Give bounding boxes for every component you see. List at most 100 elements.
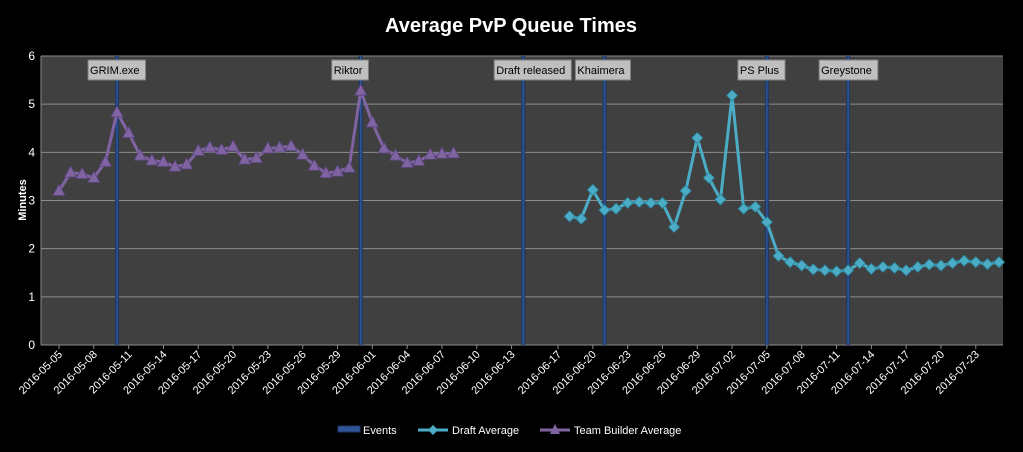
- data-point-diamond: [934, 259, 948, 272]
- data-point-diamond: [981, 258, 994, 271]
- data-point-triangle: [191, 143, 205, 156]
- series-group: [52, 83, 1006, 278]
- event-label: Draft released: [493, 59, 572, 81]
- event-label-text: Riktor: [334, 65, 363, 77]
- data-point-diamond: [958, 254, 971, 267]
- event-label-text: PS Plus: [740, 65, 780, 77]
- data-point-diamond: [598, 204, 611, 217]
- y-tick-label: 1: [28, 290, 35, 304]
- y-axis-ticks: 0 1 2 3 4 5 6: [28, 49, 35, 352]
- data-point-diamond: [888, 261, 901, 274]
- legend-item-team-builder-average: Team Builder Average: [540, 424, 681, 437]
- data-point-diamond: [575, 212, 588, 225]
- legend: Events Draft Average Team Builder Average: [337, 424, 681, 437]
- legend-label: Team Builder Average: [574, 425, 681, 437]
- data-point-triangle: [307, 158, 321, 171]
- data-point-triangle: [63, 165, 78, 178]
- data-point-triangle: [377, 141, 391, 154]
- data-point-diamond: [702, 171, 715, 184]
- data-point-diamond: [714, 193, 727, 206]
- y-tick-label: 5: [28, 97, 35, 111]
- data-point-triangle: [203, 140, 217, 153]
- data-point-triangle: [133, 148, 147, 161]
- data-point-diamond: [679, 184, 692, 197]
- data-point-triangle: [52, 183, 66, 196]
- event-label: GRIM.exe: [87, 59, 147, 81]
- legend-label: Events: [363, 425, 397, 437]
- data-point-triangle: [400, 155, 414, 168]
- data-point-triangle: [168, 159, 182, 172]
- data-point-triangle: [249, 150, 263, 164]
- chart-title: Average PvP Queue Times: [385, 15, 637, 37]
- data-point-diamond: [818, 264, 831, 277]
- data-point-diamond: [621, 196, 634, 209]
- data-point-diamond: [633, 195, 646, 209]
- event-label-box: [331, 59, 369, 81]
- data-point-diamond: [853, 257, 866, 270]
- data-point-triangle: [423, 147, 438, 160]
- y-tick-label: 0: [28, 338, 35, 352]
- data-point-triangle: [446, 145, 461, 159]
- event-label-box: [737, 59, 786, 81]
- data-point-triangle: [98, 154, 113, 167]
- legend-label: Draft Average: [452, 425, 519, 437]
- data-point-diamond: [760, 216, 773, 229]
- data-point-triangle: [272, 140, 287, 153]
- data-point-diamond: [969, 256, 982, 269]
- data-point-triangle: [319, 165, 333, 178]
- event-label-box: [574, 59, 632, 81]
- event-lines: GRIM.exe Riktor Draft released Khaimera PS P…: [87, 56, 879, 345]
- data-point-triangle: [330, 164, 345, 177]
- legend-swatch-diamond: [428, 425, 438, 435]
- data-point-triangle: [388, 148, 403, 161]
- data-point-triangle: [156, 154, 171, 167]
- data-point-triangle: [87, 170, 101, 183]
- event-label-box: [818, 59, 879, 81]
- data-point-diamond: [865, 262, 878, 275]
- data-point-triangle: [412, 153, 426, 166]
- data-point-triangle: [435, 146, 449, 159]
- event-label-text: GRIM.exe: [90, 65, 140, 77]
- data-point-diamond: [946, 257, 959, 270]
- event-label-box: [493, 59, 572, 81]
- data-point-diamond: [807, 263, 820, 276]
- data-point-triangle: [214, 142, 229, 155]
- data-point-triangle: [365, 115, 380, 128]
- event-label: Riktor: [331, 59, 369, 81]
- data-point-diamond: [644, 196, 657, 209]
- data-point-diamond: [726, 89, 739, 102]
- data-point-triangle: [226, 139, 240, 152]
- data-point-diamond: [842, 264, 855, 277]
- data-point-triangle: [284, 138, 298, 151]
- event-label-text: Greystone: [821, 65, 872, 77]
- data-point-diamond: [830, 265, 843, 278]
- data-point-diamond: [923, 258, 936, 271]
- data-point-triangle: [261, 141, 275, 154]
- data-point-diamond: [667, 220, 681, 234]
- data-point-diamond: [691, 131, 704, 144]
- data-point-diamond: [586, 183, 599, 196]
- y-tick-label: 3: [28, 194, 35, 208]
- data-point-triangle: [342, 160, 356, 173]
- legend-item-events: Events: [337, 425, 397, 437]
- data-point-diamond: [737, 202, 750, 215]
- data-point-triangle: [75, 166, 89, 179]
- x-axis-ticks: 2016-05-052016-05-082016-05-112016-05-14…: [17, 345, 982, 397]
- data-point-diamond: [795, 259, 808, 272]
- data-point-diamond: [656, 196, 669, 209]
- y-tick-label: 6: [28, 49, 35, 63]
- event-label: Greystone: [818, 59, 879, 81]
- data-point-diamond: [609, 202, 623, 215]
- data-point-diamond: [784, 256, 797, 269]
- legend-swatch-triangle: [550, 424, 560, 434]
- data-point-triangle: [296, 147, 310, 160]
- event-label: PS Plus: [737, 59, 786, 81]
- data-point-diamond: [876, 260, 890, 274]
- data-point-triangle: [121, 125, 136, 138]
- data-point-diamond: [992, 256, 1006, 269]
- event-label-box: [87, 59, 147, 81]
- y-tick-label: 2: [28, 242, 35, 256]
- data-point-diamond: [563, 210, 576, 223]
- data-point-diamond: [911, 260, 924, 274]
